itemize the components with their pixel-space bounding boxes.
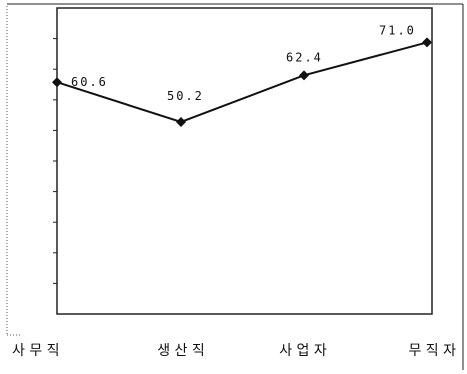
data-point-marker bbox=[299, 70, 309, 81]
category-label: 무 직 자 bbox=[408, 343, 456, 359]
data-point-marker bbox=[176, 116, 186, 127]
data-point-marker bbox=[52, 77, 62, 88]
data-label: 71.0 bbox=[379, 23, 416, 37]
category-label: 생 산 직 bbox=[157, 343, 205, 359]
data-label: 62.4 bbox=[286, 50, 323, 64]
data-points bbox=[52, 37, 432, 127]
y-axis-ticks bbox=[53, 38, 57, 284]
data-label: 50.2 bbox=[167, 89, 204, 103]
data-labels: 60.6 50.2 62.4 71.0 bbox=[71, 23, 416, 103]
data-label: 60.6 bbox=[71, 75, 108, 89]
category-label: 사 무 직 bbox=[12, 343, 60, 359]
data-point-marker bbox=[422, 37, 432, 48]
category-label: 사 업 자 bbox=[279, 343, 327, 359]
plot-frame bbox=[56, 7, 433, 315]
series-line bbox=[56, 41, 428, 124]
